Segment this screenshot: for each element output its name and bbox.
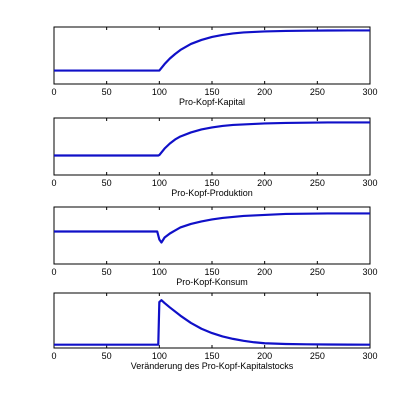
x-tick-label: 150 (204, 87, 219, 97)
x-tick-label: 300 (362, 351, 377, 361)
x-tick-label: 0 (51, 351, 56, 361)
plot-frame (53, 292, 371, 349)
x-axis-label: Veränderung des Pro-Kopf-Kapitalstocks (131, 361, 294, 371)
x-tick: 250 (310, 207, 325, 277)
x-tick-label: 0 (51, 178, 56, 188)
x-tick-label: 100 (152, 267, 167, 277)
x-tick-label: 300 (362, 178, 377, 188)
series-line (54, 212, 370, 244)
x-tick: 50 (102, 207, 112, 277)
x-tick: 300 (362, 293, 378, 361)
x-tick-label: 250 (310, 267, 325, 277)
plot-frame (53, 206, 371, 265)
x-tick: 200 (257, 293, 272, 361)
x-tick-label: 250 (310, 87, 325, 97)
x-tick-label: 300 (362, 267, 377, 277)
x-tick-label: 200 (257, 178, 272, 188)
x-tick: 100 (152, 118, 167, 188)
x-tick-label: 150 (204, 178, 219, 188)
x-axis-label: Pro-Kopf-Kapital (179, 97, 245, 107)
x-tick: 100 (152, 27, 167, 97)
x-tick-label: 150 (204, 267, 219, 277)
x-tick: 200 (257, 27, 272, 97)
x-tick: 300 (362, 207, 378, 277)
x-tick: 0 (51, 118, 57, 188)
x-tick-label: 200 (257, 87, 272, 97)
x-tick-label: 0 (51, 267, 56, 277)
x-tick: 50 (102, 118, 112, 188)
chart-panel-1: 0 50 100 150 200 250 300 Pro-Kopf-Kapital (51, 26, 378, 107)
x-tick: 250 (310, 118, 325, 188)
x-tick-label: 50 (102, 267, 112, 277)
x-tick-label: 100 (152, 178, 167, 188)
x-tick: 150 (204, 207, 220, 277)
x-tick-label: 250 (310, 178, 325, 188)
x-tick-label: 250 (310, 351, 325, 361)
chart-panel-3: 0 50 100 150 200 250 300 Pro-Kopf-Konsum (51, 206, 378, 287)
x-tick-label: 50 (102, 178, 112, 188)
x-tick-label: 200 (257, 267, 272, 277)
x-tick: 100 (152, 207, 167, 277)
x-tick: 150 (204, 118, 220, 188)
x-tick-label: 100 (152, 87, 167, 97)
x-tick: 150 (204, 293, 220, 361)
series-line (54, 299, 371, 346)
x-axis-label: Pro-Kopf-Konsum (176, 277, 248, 287)
x-tick: 300 (362, 118, 378, 188)
chart-panel-2: 0 50 100 150 200 250 300 Pro-Kopf-Produktion (51, 117, 378, 198)
x-tick-label: 50 (102, 351, 112, 361)
x-axis-label: Pro-Kopf-Produktion (171, 188, 253, 198)
x-tick-label: 300 (362, 87, 377, 97)
x-tick: 100 (152, 293, 167, 361)
x-tick-label: 200 (257, 351, 272, 361)
x-tick: 0 (51, 27, 57, 97)
x-tick: 200 (257, 207, 272, 277)
series-line (54, 121, 370, 157)
x-tick-label: 50 (102, 87, 112, 97)
x-tick: 200 (257, 118, 272, 188)
x-tick: 0 (51, 207, 57, 277)
chart-panel-4: 0 50 100 150 200 250 300 Veränderung des Pro-Ko… (51, 292, 378, 371)
x-tick-label: 0 (51, 87, 56, 97)
series-line (54, 29, 370, 72)
x-tick: 50 (102, 27, 112, 97)
x-tick-label: 100 (152, 351, 167, 361)
x-tick: 150 (204, 27, 220, 97)
plot-frame (53, 26, 371, 85)
x-tick-label: 150 (204, 351, 219, 361)
